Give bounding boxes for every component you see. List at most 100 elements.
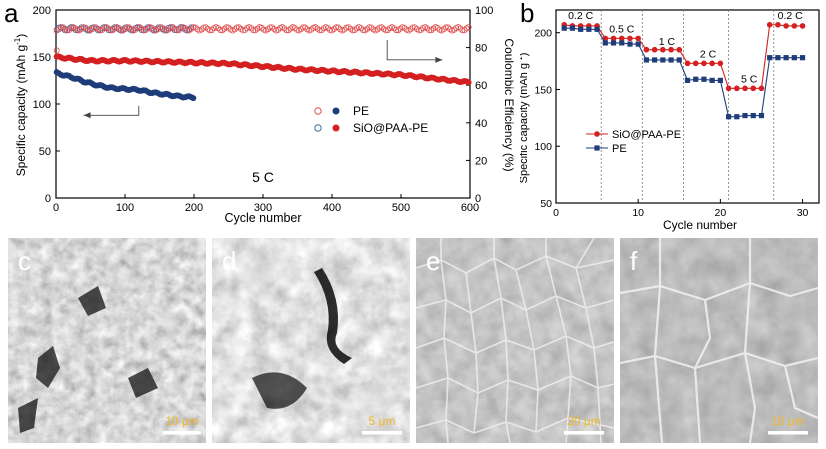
data-point xyxy=(250,27,257,34)
data-point xyxy=(627,35,633,42)
data-point xyxy=(619,40,625,46)
data-point xyxy=(594,26,600,32)
arrow-left-axis xyxy=(83,105,140,119)
y-tick-label: 100 xyxy=(33,99,51,111)
sem-panel-d: d 5 μm xyxy=(212,238,410,443)
data-point xyxy=(351,27,358,34)
scale-bar-c xyxy=(163,431,201,435)
sem-panel-e: e 20 μm xyxy=(416,238,614,443)
data-point xyxy=(109,27,116,34)
data-point xyxy=(318,27,325,34)
data-point xyxy=(676,46,683,53)
sem-image-f xyxy=(620,238,818,443)
data-point xyxy=(717,77,723,83)
panel-a-label: a xyxy=(4,0,19,28)
data-point xyxy=(93,24,100,31)
y-axis-label-right: Coulombic Efficiency (%) xyxy=(502,38,516,171)
legend-label-pe: PE xyxy=(612,143,627,155)
data-point xyxy=(297,26,304,33)
data-point xyxy=(283,27,290,34)
y-tick-label: 0 xyxy=(45,193,51,205)
y-axis-label: Specific capacity (mAh g-1) xyxy=(520,53,530,184)
legend-marker-sio-cap xyxy=(332,124,340,132)
data-point xyxy=(418,26,425,33)
series-capacity-pe xyxy=(53,69,197,102)
x-axis-label: Cycle number xyxy=(224,211,301,225)
data-point xyxy=(742,85,748,92)
data-point xyxy=(578,26,584,32)
scale-label-c: 10 μm xyxy=(165,414,199,428)
data-point xyxy=(107,27,114,34)
data-point xyxy=(734,85,740,92)
chart-a: a 5 C Cycle number Specific capacity (mA… xyxy=(4,0,516,225)
data-point xyxy=(409,24,416,31)
data-point xyxy=(465,79,472,86)
data-point xyxy=(799,23,806,29)
data-point xyxy=(376,24,383,31)
data-point xyxy=(225,24,232,31)
data-point xyxy=(791,23,798,29)
rate-label: 0.2 C xyxy=(568,10,594,22)
data-point xyxy=(99,26,106,33)
rate-label: 0.5 C xyxy=(609,24,635,36)
sem-panel-c: c 10 μm xyxy=(8,238,206,443)
data-point xyxy=(155,26,162,33)
data-point xyxy=(275,26,282,33)
data-point xyxy=(159,24,166,31)
data-point xyxy=(428,27,435,34)
rate-label: 5 C xyxy=(741,74,758,86)
data-point xyxy=(426,27,433,34)
data-point xyxy=(451,26,458,33)
data-point xyxy=(190,95,197,102)
data-point xyxy=(742,112,748,119)
x-tick-label: 0 xyxy=(553,207,559,219)
data-point xyxy=(610,35,617,42)
data-point xyxy=(411,24,418,31)
data-point xyxy=(132,26,139,33)
data-point xyxy=(457,25,464,32)
data-point xyxy=(652,57,658,63)
data-point xyxy=(124,24,131,31)
series-efficiency-sio xyxy=(53,24,472,34)
data-point xyxy=(126,24,133,31)
panel-f-label: f xyxy=(630,246,638,276)
series-capacity-sio xyxy=(53,53,472,86)
x-tick-label: 500 xyxy=(392,202,410,214)
legend-marker-pe xyxy=(594,145,600,151)
data-point xyxy=(618,35,625,42)
data-point xyxy=(635,35,641,42)
data-point xyxy=(200,24,207,31)
sem-image-c xyxy=(8,238,206,443)
panel-e-label: e xyxy=(426,246,440,276)
data-point xyxy=(208,26,215,33)
data-point xyxy=(74,27,81,34)
data-point xyxy=(693,76,699,82)
legend-marker-sio xyxy=(594,131,600,137)
scale-label-e: 20 μm xyxy=(567,414,601,428)
data-point xyxy=(268,24,275,31)
data-point xyxy=(627,41,633,47)
data-point xyxy=(444,24,451,31)
y-tick-label-right: 100 xyxy=(475,5,493,17)
data-point xyxy=(461,27,468,34)
data-point xyxy=(709,60,715,67)
data-point xyxy=(393,27,400,34)
data-point xyxy=(561,25,567,31)
sem-panel-f: f 10 μm xyxy=(620,238,818,443)
data-point xyxy=(242,26,249,33)
arrow-head xyxy=(83,112,91,119)
data-point xyxy=(660,46,666,53)
y-tick-label-right: 60 xyxy=(475,80,487,92)
plot-frame xyxy=(555,9,820,204)
data-point-initial xyxy=(53,47,60,54)
data-point xyxy=(750,85,757,92)
y-tick-label: 150 xyxy=(33,52,51,64)
data-point xyxy=(651,46,658,53)
x-tick-label: 200 xyxy=(185,202,203,214)
data-point xyxy=(717,60,724,67)
data-point xyxy=(767,55,773,61)
data-point xyxy=(758,112,765,119)
arrow-head xyxy=(435,56,443,63)
scale-label-d: 5 μm xyxy=(369,414,396,428)
rate-label: 2 C xyxy=(700,49,717,61)
